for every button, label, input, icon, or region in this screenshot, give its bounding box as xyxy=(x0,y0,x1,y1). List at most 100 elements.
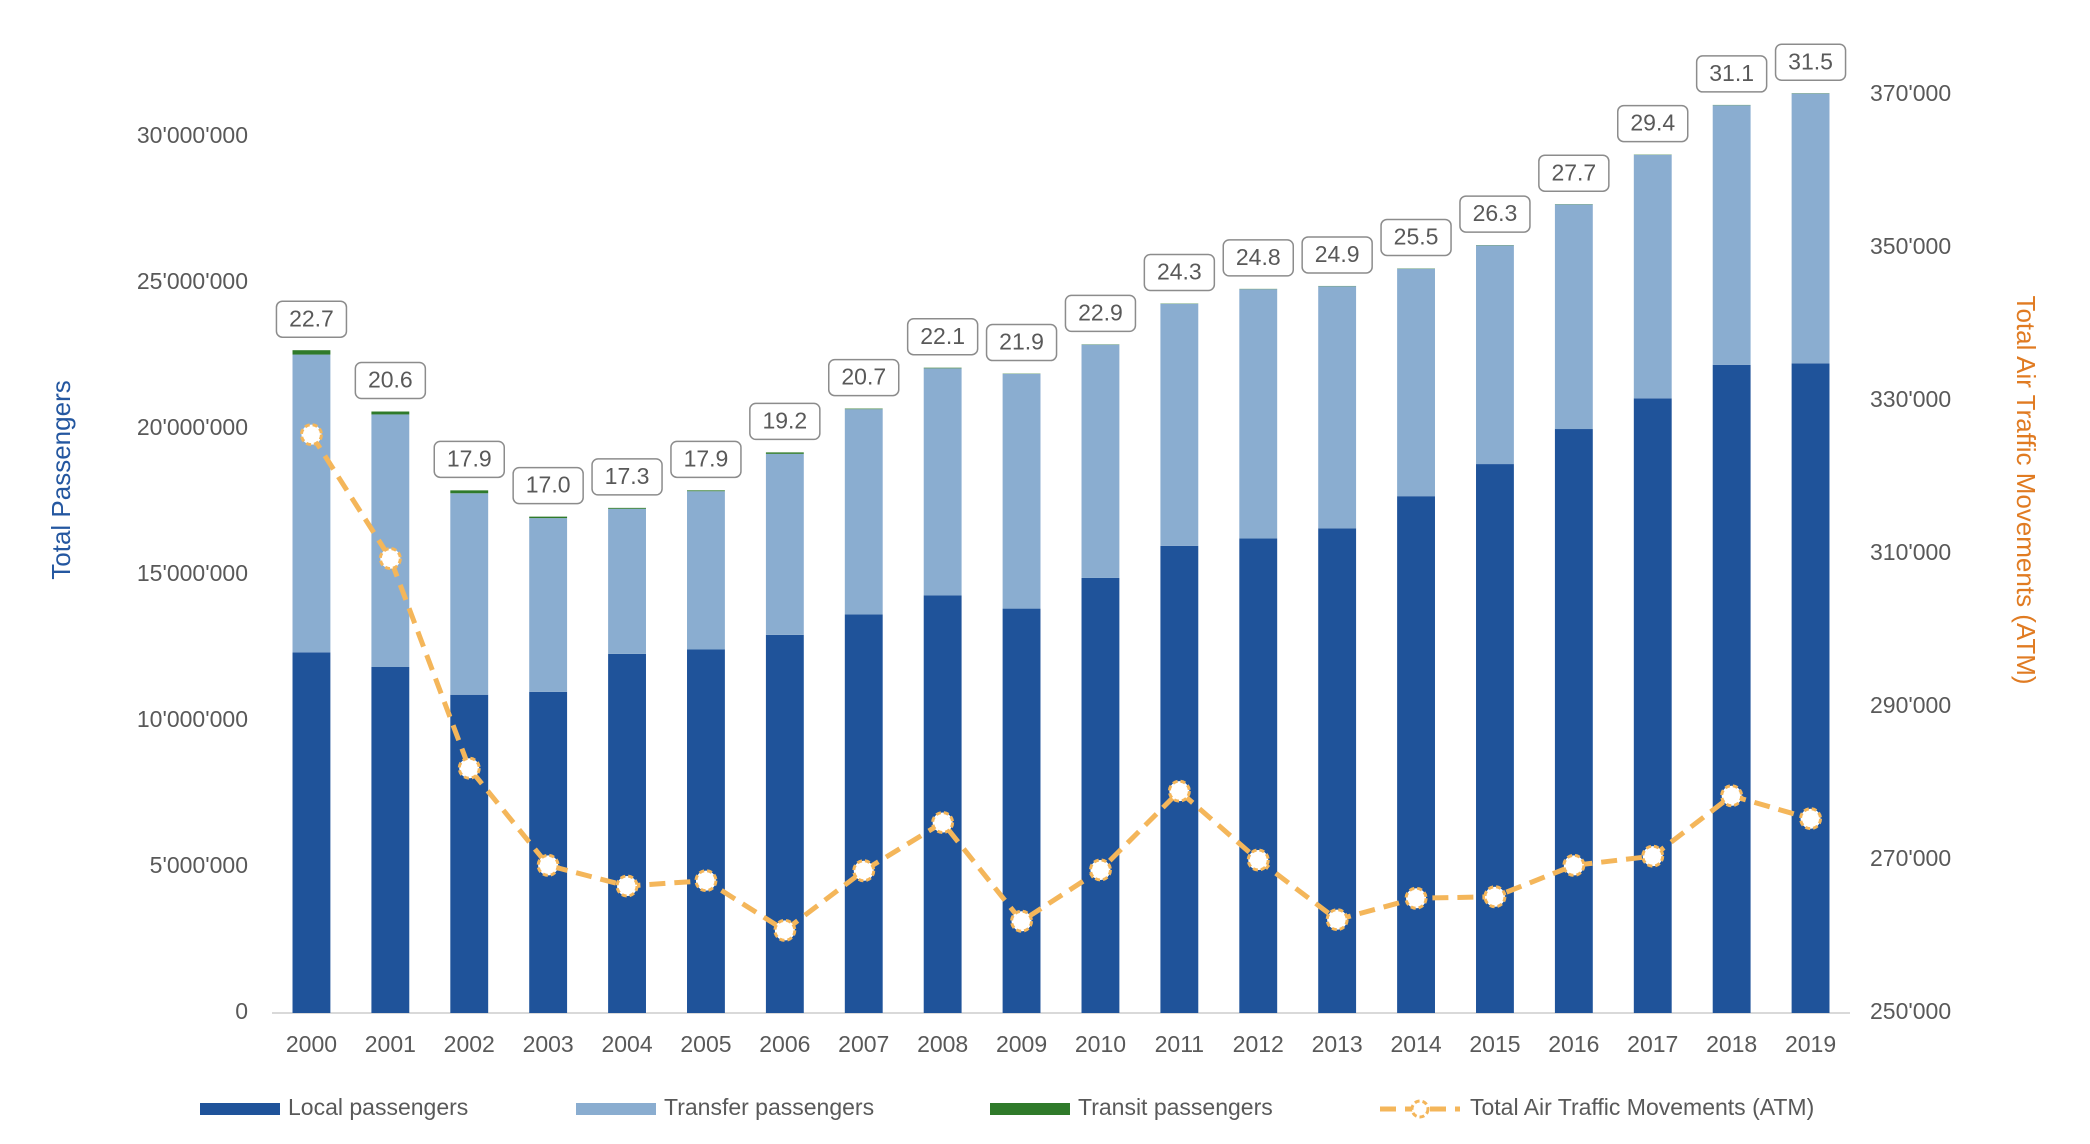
bar-segment xyxy=(371,414,410,667)
bar-segment xyxy=(1081,577,1120,1013)
x-tick-label: 2001 xyxy=(365,1031,416,1057)
x-tick-label: 2016 xyxy=(1548,1031,1599,1057)
legend-label: Total Air Traffic Movements (ATM) xyxy=(1470,1094,1814,1120)
bar-segment xyxy=(1397,268,1435,497)
x-tick-label: 2006 xyxy=(759,1031,810,1057)
line-marker xyxy=(536,853,560,877)
bar-segment xyxy=(687,491,725,650)
bar-segment xyxy=(1397,496,1435,1013)
bar-segment xyxy=(608,508,646,654)
legend-swatch xyxy=(576,1103,656,1115)
line-marker xyxy=(1246,848,1270,872)
total-label-box xyxy=(1695,55,1768,93)
bar-segment xyxy=(923,368,962,596)
x-tick-label: 2017 xyxy=(1627,1031,1678,1057)
bar-segment xyxy=(687,490,725,492)
bar-segment xyxy=(1239,289,1278,539)
bar-segment xyxy=(450,490,489,494)
total-label-box xyxy=(1617,104,1689,143)
bar-segment xyxy=(1476,464,1514,1013)
legend-label: Transit passengers xyxy=(1078,1094,1273,1120)
line-marker xyxy=(299,423,323,447)
total-label: 24.3 xyxy=(1157,259,1202,285)
y2-tick-label: 370'000 xyxy=(1870,80,1951,106)
bar-segment xyxy=(923,367,962,369)
x-tick-label: 2015 xyxy=(1469,1031,1520,1057)
y-tick-label: 10'000'000 xyxy=(137,706,248,732)
legend-swatch xyxy=(200,1103,280,1115)
total-label: 17.0 xyxy=(526,472,571,498)
total-label: 24.9 xyxy=(1315,241,1360,267)
total-label: 24.8 xyxy=(1236,244,1281,270)
bar-segment xyxy=(1633,398,1672,1013)
y2-tick-label: 350'000 xyxy=(1870,233,1951,259)
x-tick-label: 2018 xyxy=(1706,1031,1757,1057)
total-label-box xyxy=(749,402,821,441)
legend-label: Transfer passengers xyxy=(664,1094,874,1120)
line-marker xyxy=(1483,885,1507,909)
total-label-box xyxy=(985,323,1058,362)
bar-segment xyxy=(371,666,410,1013)
x-tick-label: 2013 xyxy=(1312,1031,1363,1057)
total-label-box xyxy=(591,458,663,496)
total-label: 22.9 xyxy=(1078,299,1123,325)
y-tick-label: 30'000'000 xyxy=(137,122,248,148)
y2-tick-label: 310'000 xyxy=(1870,539,1951,565)
x-tick-label: 2002 xyxy=(444,1031,495,1057)
total-label: 25.5 xyxy=(1394,224,1439,250)
bar-segment xyxy=(608,507,646,509)
bar-segment xyxy=(529,516,568,519)
x-tick-label: 2000 xyxy=(286,1031,337,1057)
total-label: 20.7 xyxy=(841,364,886,390)
y2-tick-label: 270'000 xyxy=(1870,845,1951,871)
total-label: 20.6 xyxy=(368,367,413,393)
x-tick-label: 2019 xyxy=(1785,1031,1836,1057)
total-label: 31.5 xyxy=(1788,48,1833,74)
line-marker xyxy=(1404,886,1428,910)
bar-segment xyxy=(529,518,568,692)
y2-axis-title: Total Air Traffic Movements (ATM) xyxy=(2011,295,2041,684)
line-marker xyxy=(378,547,402,571)
line-marker xyxy=(1562,853,1586,877)
total-label-box xyxy=(275,300,348,338)
total-label-box xyxy=(1459,195,1531,233)
line-marker xyxy=(773,918,797,942)
legend-label: Local passengers xyxy=(288,1094,468,1120)
bar-segment xyxy=(765,453,804,635)
bar-segment xyxy=(1318,528,1357,1013)
total-label: 21.9 xyxy=(999,329,1044,355)
bar-segment xyxy=(844,408,883,410)
bar-segment xyxy=(1002,373,1041,609)
total-label: 22.7 xyxy=(289,305,334,331)
x-tick-label: 2009 xyxy=(996,1031,1047,1057)
total-label-box xyxy=(1774,43,1847,81)
total-label: 17.3 xyxy=(605,463,650,489)
legend-marker xyxy=(1410,1099,1430,1119)
bar-segment xyxy=(1318,286,1357,529)
y-tick-label: 5'000'000 xyxy=(150,852,248,878)
y-tick-label: 20'000'000 xyxy=(137,414,248,440)
total-label-box xyxy=(1143,253,1216,292)
total-label: 22.1 xyxy=(920,323,965,349)
total-label: 19.2 xyxy=(762,407,807,433)
bar-segment xyxy=(1239,538,1278,1013)
bar-segment xyxy=(1002,608,1041,1013)
line-marker xyxy=(1010,909,1034,933)
total-label: 27.7 xyxy=(1551,159,1596,185)
total-label-box xyxy=(1301,236,1373,274)
bar-segment xyxy=(1554,429,1593,1014)
bar-segment xyxy=(1633,154,1672,399)
bar-segment xyxy=(371,411,410,415)
legend-swatch xyxy=(990,1103,1070,1115)
bar-segment xyxy=(844,409,883,615)
total-label-box xyxy=(828,358,900,397)
line-marker xyxy=(615,874,639,898)
total-label-box xyxy=(354,361,427,400)
line-marker xyxy=(694,869,718,893)
bar-segment xyxy=(1554,204,1593,430)
line-series xyxy=(309,433,1812,934)
bar-segment xyxy=(1791,363,1830,1013)
x-tick-label: 2014 xyxy=(1390,1031,1441,1057)
bar-segment xyxy=(1160,303,1199,546)
